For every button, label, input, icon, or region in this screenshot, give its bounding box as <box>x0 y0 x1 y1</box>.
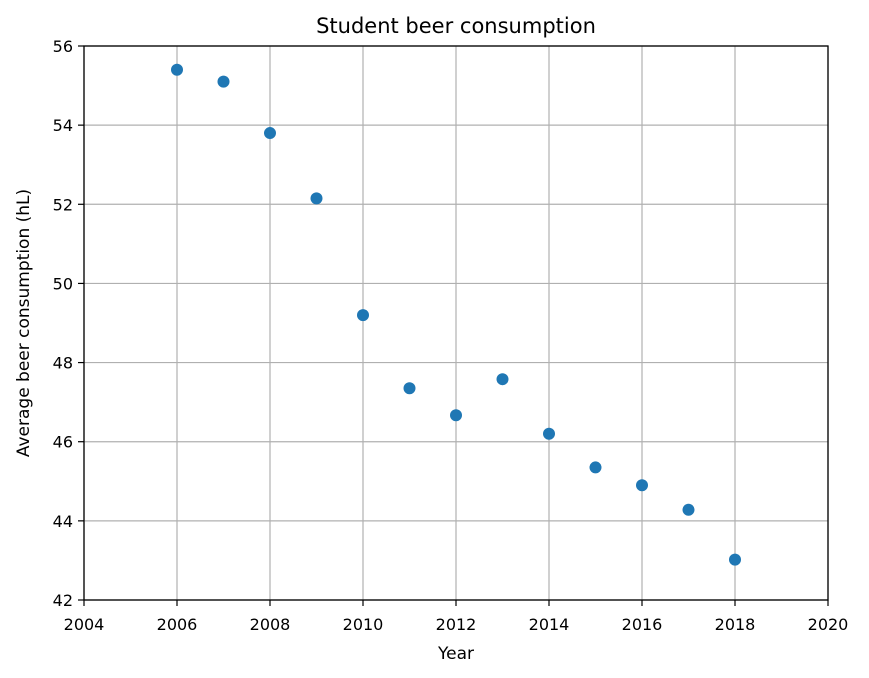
y-tick-label: 44 <box>53 512 73 531</box>
data-point <box>264 127 276 140</box>
x-tick-label: 2008 <box>250 615 291 634</box>
data-point <box>682 503 695 516</box>
y-tick-label: 48 <box>53 354 73 373</box>
data-point <box>589 461 602 474</box>
y-tick-label: 50 <box>53 274 73 293</box>
x-tick-label: 2020 <box>808 615 849 634</box>
data-point <box>217 75 230 88</box>
x-tick-label: 2016 <box>622 615 663 634</box>
data-point <box>450 409 462 422</box>
data-point <box>636 479 648 492</box>
x-axis-label: Year <box>437 644 474 664</box>
x-tick-label: 2012 <box>436 615 477 634</box>
y-axis-label: Average beer consumption (hL) <box>14 189 34 457</box>
data-point <box>357 309 369 322</box>
data-point <box>729 553 741 566</box>
x-tick-label: 2014 <box>529 615 570 634</box>
chart-title: Student beer consumption <box>316 14 596 38</box>
x-axis-ticks: 2004 2006 2008 2010 2012 2014 2016 2018 2020 <box>64 600 849 634</box>
x-tick-label: 2004 <box>64 615 105 634</box>
data-point <box>543 427 555 440</box>
data-point <box>171 63 183 76</box>
y-tick-label: 52 <box>53 195 73 214</box>
y-tick-label: 46 <box>53 433 73 452</box>
y-tick-label: 56 <box>53 37 73 56</box>
x-tick-label: 2018 <box>715 615 756 634</box>
y-tick-label: 54 <box>53 116 73 135</box>
y-tick-label: 42 <box>53 591 73 610</box>
x-tick-label: 2010 <box>343 615 384 634</box>
grid-lines <box>83 45 829 601</box>
data-points <box>171 63 741 566</box>
data-point <box>310 192 323 205</box>
data-point <box>403 382 416 395</box>
y-axis-ticks: 42 44 46 48 50 52 54 56 <box>53 37 84 610</box>
data-point <box>496 373 509 386</box>
x-tick-label: 2006 <box>157 615 198 634</box>
